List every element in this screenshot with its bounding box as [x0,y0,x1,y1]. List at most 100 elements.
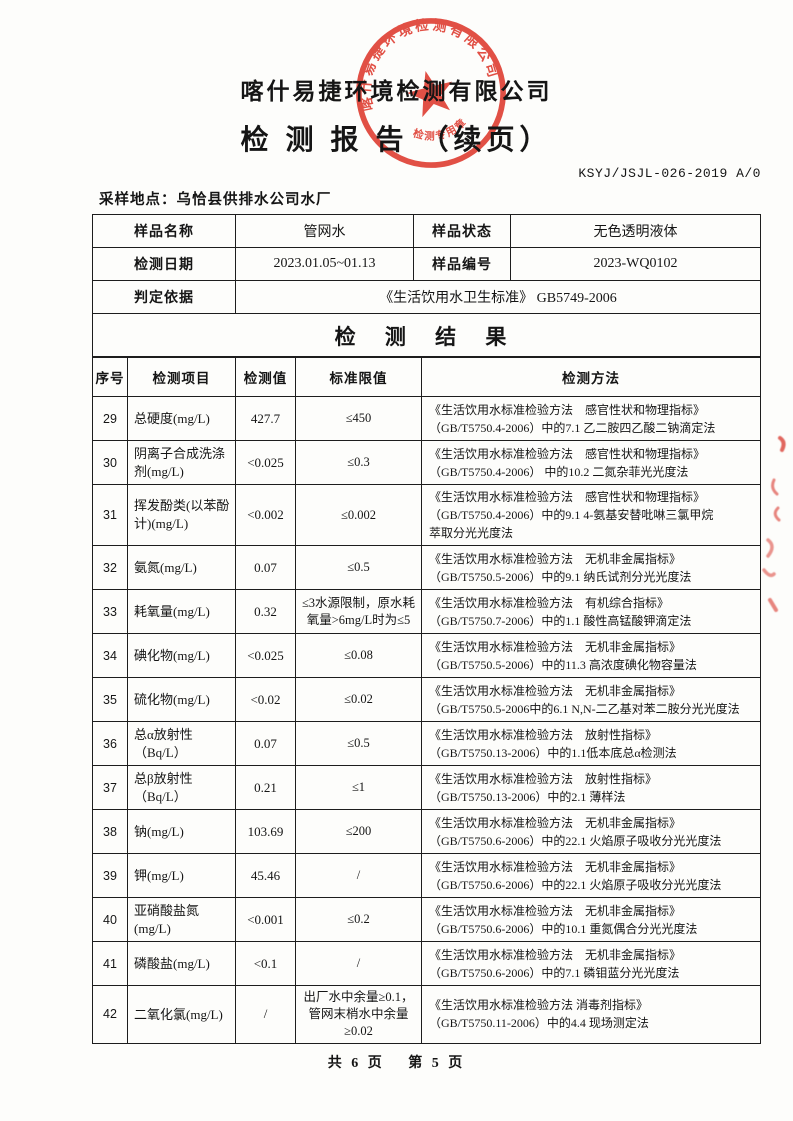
cell-no: 29 [92,396,128,441]
method-line: 《生活饮用水标准检验方法 放射性指标》 [429,727,658,742]
cell-limit: ≤450 [295,396,422,441]
method-line: （GB/T5750.6-2006）中的22.1 火焰原子吸收分光光度法 [429,833,722,848]
method-line: （GB/T5750.7-2006）中的1.1 酸性高锰酸钾滴定法 [429,613,692,628]
cell-limit: ≤3水源限制，原水耗氧量>6mg/L时为≤5 [295,589,422,634]
method-line: （GB/T5750.6-2006）中的22.1 火焰原子吸收分光光度法 [429,877,722,892]
cell-method: 《生活饮用水标准检验方法 感官性状和物理指标》 （GB/T5750.4-2006）… [421,396,761,441]
sampling-location: 采样地点：乌恰县供排水公司水厂 [99,192,332,208]
method-line: （GB/T5750.4-2006）中的7.1 乙二胺四乙酸二钠滴定法 [429,420,716,435]
judgement-basis-value: 《生活饮用水卫生标准》 GB5749-2006 [235,280,761,314]
cell-item: 二氧化氯(mg/L) [127,985,236,1044]
method-line: 《生活饮用水标准检验方法 感官性状和物理指标》 [429,490,706,504]
cell-value: <0.025 [235,440,296,485]
method-line: 《生活饮用水标准检验方法 感官性状和物理指标》 [429,446,706,461]
cell-limit: ≤200 [295,809,422,854]
cell-limit: ≤0.5 [295,545,422,590]
cell-limit: / [295,941,422,986]
table-row: 41 磷酸盐(mg/L) <0.1/ 《生活饮用水标准检验方法 无机非金属指标》 （GB… [92,941,761,986]
cell-value: <0.02 [235,677,296,722]
sample-name-value: 管网水 [235,214,414,248]
col-header-no: 序号 [92,356,128,397]
col-header-value: 检测值 [235,356,296,397]
cell-item: 硫化物(mg/L) [127,677,236,722]
cell-method: 《生活饮用水标准检验方法 无机非金属指标》 （GB/T5750.6-2006）中的… [421,809,761,854]
results-section-title: 检 测 结 果 [92,313,761,358]
method-line: （GB/T5750.5-2006中的6.1 N,N-二乙基对苯二胺分光光度法 [429,701,740,716]
method-line: 《生活饮用水标准检验方法 感官性状和物理指标》 [429,402,706,417]
cell-no: 36 [92,721,128,766]
cell-no: 42 [92,985,128,1044]
cell-limit: 出厂水中余量≥0.1，管网末梢水中余量≥0.02 [295,985,422,1044]
table-row: 29 总硬度(mg/L) 427.7 ≤450 《生活饮用水标准检验方法 感官性状和物理… [92,396,761,441]
table-row: 判定依据 《生活饮用水卫生标准》 GB5749-2006 [92,280,761,314]
cell-item: 亚硝酸盐氮(mg/L) [127,897,236,942]
cell-item: 总硬度(mg/L) [127,396,236,441]
sample-state-label: 样品状态 [413,214,511,248]
cell-value: / [235,985,296,1044]
cell-item: 总α放射性（Bq/L） [127,721,236,766]
col-header-item: 检测项目 [127,356,236,397]
method-line: （GB/T5750.6-2006）中的7.1 磷钼蓝分光光度法 [429,965,680,980]
cell-method: 《生活饮用水标准检验方法 感官性状和物理指标》 （GB/T5750.4-2006）… [421,440,761,485]
cell-limit: ≤0.2 [295,897,422,942]
cell-value: <0.001 [235,897,296,942]
cell-limit: ≤0.02 [295,677,422,722]
cell-value: <0.1 [235,941,296,986]
page-seal-fragment [762,436,786,612]
test-date-label: 检测日期 [92,247,236,281]
sample-no-value: 2023-WQ0102 [510,247,761,281]
cell-method: 《生活饮用水标准检验方法 感官性状和物理指标》 （GB/T5750.4-2006）… [421,484,761,546]
table-row: 36 总α放射性（Bq/L） 0.07 ≤0.5 《生活饮用水标准检验方法 放射性指标》… [92,721,761,766]
test-date-value: 2023.01.05~01.13 [235,247,414,281]
judgement-basis-label: 判定依据 [92,280,236,314]
cell-method: 《生活饮用水标准检验方法 无机非金属指标》 （GB/T5750.5-2006中的6… [421,677,761,722]
cell-item: 钾(mg/L) [127,853,236,898]
cell-item: 挥发酚类(以苯酚计)(mg/L) [127,484,236,546]
method-line: 《生活饮用水标准检验方法 放射性指标》 [429,771,658,786]
cell-value: <0.002 [235,484,296,546]
cell-limit: ≤0.3 [295,440,422,485]
cell-limit: ≤1 [295,765,422,810]
cell-no: 33 [92,589,128,634]
cell-no: 41 [92,941,128,986]
cell-item: 磷酸盐(mg/L) [127,941,236,986]
cell-no: 39 [92,853,128,898]
cell-method: 《生活饮用水标准检验方法 无机非金属指标》 （GB/T5750.6-2006）中的… [421,941,761,986]
cell-method: 《生活饮用水标准检验方法 无机非金属指标》 （GB/T5750.5-2006）中的… [421,633,761,678]
results-table: 序号 检测项目 检测值 标准限值 检测方法 29 总硬度(mg/L) 427.7 ≤4… [92,356,761,1044]
table-row: 30 阴离子合成洗涤剂(mg/L) <0.025 ≤0.3 《生活饮用水标准检验方法 感… [92,440,761,485]
method-line: （GB/T5750.6-2006）中的10.1 重氮偶合分光光度法 [429,921,698,936]
cell-item: 钠(mg/L) [127,809,236,854]
table-row: 检 测 结 果 [92,313,761,358]
col-header-limit: 标准限值 [295,356,422,397]
table-row: 32 氨氮(mg/L) 0.07 ≤0.5 《生活饮用水标准检验方法 无机非金属指标》 （… [92,545,761,590]
method-line: 《生活饮用水标准检验方法 无机非金属指标》 [429,639,682,654]
method-line: 萃取分光光度法 [429,526,514,540]
table-row: 检测日期 2023.01.05~01.13 样品编号 2023-WQ0102 [92,247,761,281]
cell-limit: / [295,853,422,898]
cell-no: 30 [92,440,128,485]
cell-value: 427.7 [235,396,296,441]
page-footer: 共 6 页 第 5 页 [327,1056,466,1071]
table-row: 40 亚硝酸盐氮(mg/L) <0.001 ≤0.2 《生活饮用水标准检验方法 无机非金… [92,897,761,942]
cell-no: 35 [92,677,128,722]
table-row: 33 耗氧量(mg/L) 0.32 ≤3水源限制，原水耗氧量>6mg/L时为≤5 《生活… [92,589,761,634]
method-line: （GB/T5750.5-2006）中的11.3 高浓度碘化物容量法 [429,657,697,672]
cell-no: 31 [92,484,128,546]
sample-name-label: 样品名称 [92,214,236,248]
table-row: 39 钾(mg/L) 45.46/ 《生活饮用水标准检验方法 无机非金属指标》 （GB/… [92,853,761,898]
method-line: 《生活饮用水标准检验方法 消毒剂指标》 [429,998,649,1013]
cell-method: 《生活饮用水标准检验方法 放射性指标》 （GB/T5750.13-2006）中的1… [421,721,761,766]
table-row: 34 碘化物(mg/L) <0.025 ≤0.08 《生活饮用水标准检验方法 无机非金属… [92,633,761,678]
cell-value: 0.07 [235,545,296,590]
cell-no: 34 [92,633,128,678]
cell-limit: ≤0.08 [295,633,422,678]
method-line: 《生活饮用水标准检验方法 无机非金属指标》 [429,551,682,566]
method-line: 《生活饮用水标准检验方法 无机非金属指标》 [429,947,682,962]
method-line: 《生活饮用水标准检验方法 有机综合指标》 [429,595,670,610]
document-number: KSYJ/JSJL-026-2019 A/0 [578,166,761,181]
method-line: （GB/T5750.13-2006）中的2.1 薄样法 [429,789,626,804]
method-line: （GB/T5750.5-2006）中的9.1 纳氏试剂分光光度法 [429,569,692,584]
cell-item: 阴离子合成洗涤剂(mg/L) [127,440,236,485]
method-line: （GB/T5750.4-2006） 中的10.2 二氮杂菲光光度法 [429,464,689,479]
